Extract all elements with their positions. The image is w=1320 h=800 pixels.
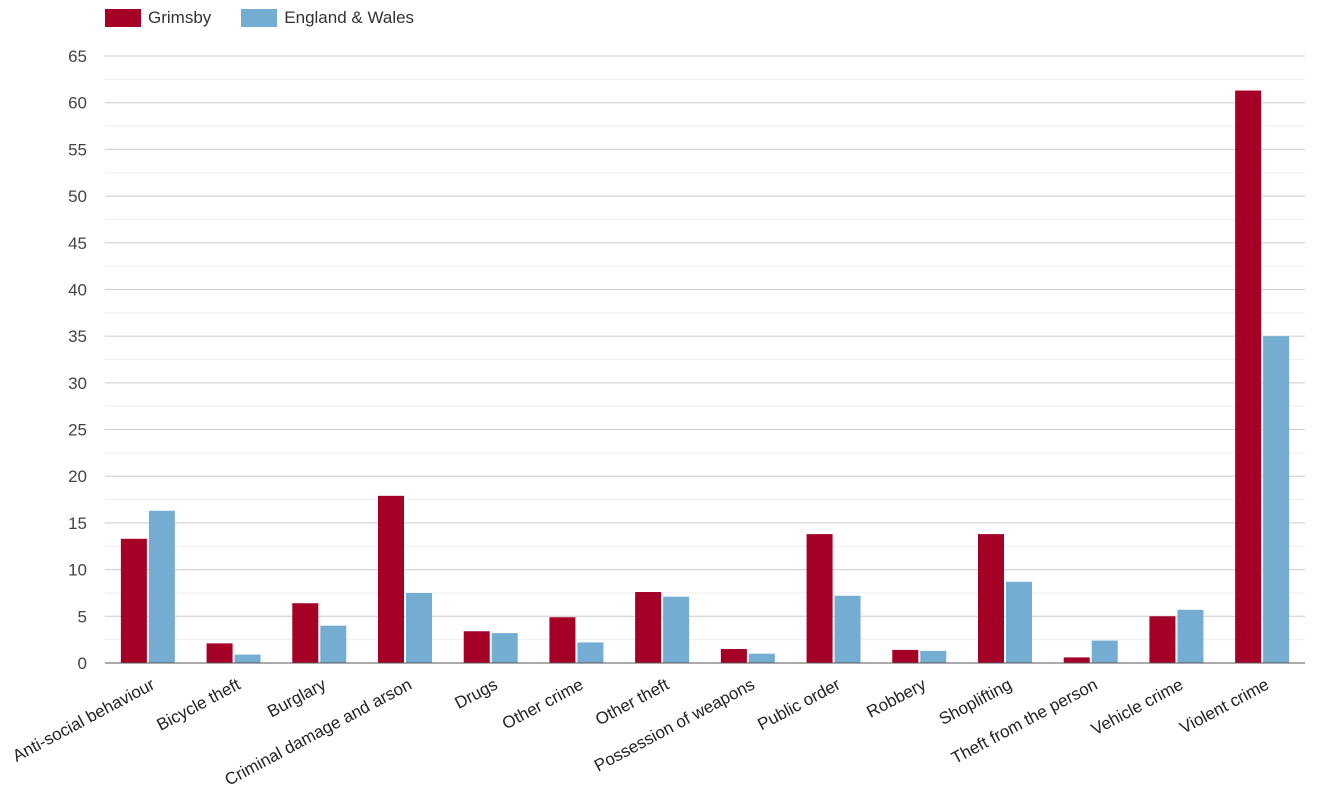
bar-england-wales: [748, 653, 775, 663]
bar-england-wales: [320, 625, 347, 663]
x-tick-label: Robbery: [864, 675, 930, 722]
legend-label-england-wales: England & Wales: [284, 8, 415, 27]
bar-grimsby: [549, 617, 576, 663]
x-tick-label: Possession of weapons: [591, 675, 758, 776]
legend-label-grimsby: Grimsby: [148, 8, 212, 27]
bar-england-wales: [491, 633, 518, 663]
legend-item-grimsby[interactable]: Grimsby: [105, 8, 211, 28]
y-tick-label: 20: [68, 467, 87, 486]
legend: Grimsby England & Wales: [105, 8, 444, 28]
bar-england-wales: [148, 510, 175, 663]
bar-grimsby: [635, 592, 662, 663]
bar-grimsby: [120, 538, 147, 663]
x-tick-label: Drugs: [452, 675, 501, 713]
legend-swatch-england-wales: [241, 9, 278, 27]
bar-england-wales: [234, 654, 261, 663]
bar-england-wales: [406, 592, 432, 663]
bar-grimsby: [1149, 616, 1176, 663]
bar-england-wales: [1263, 336, 1290, 663]
x-tick-label: Burglary: [264, 675, 329, 722]
bar-grimsby: [892, 649, 919, 663]
y-tick-label: 35: [68, 327, 87, 346]
bar-grimsby: [292, 603, 319, 663]
bar-england-wales: [663, 596, 690, 663]
y-tick-label: 65: [68, 47, 87, 66]
y-tick-label: 50: [68, 187, 87, 206]
x-tick-label: Vehicle crime: [1088, 675, 1186, 739]
y-tick-label: 60: [68, 94, 87, 113]
bar-grimsby: [806, 534, 833, 663]
bar-grimsby: [978, 534, 1004, 663]
x-tick-label: Public order: [754, 675, 843, 735]
x-tick-label: Other crime: [499, 675, 586, 733]
y-tick-label: 55: [68, 140, 87, 159]
bar-grimsby: [1063, 657, 1090, 663]
bar-england-wales: [1006, 581, 1032, 663]
y-tick-label: 5: [78, 607, 87, 626]
bar-grimsby: [1235, 90, 1262, 663]
x-tick-label: Bicycle theft: [154, 675, 244, 735]
y-tick-label: 25: [68, 421, 87, 440]
bar-grimsby: [206, 643, 233, 663]
y-tick-label: 45: [68, 234, 87, 253]
legend-item-england-wales[interactable]: England & Wales: [241, 8, 414, 28]
bar-england-wales: [1177, 609, 1204, 663]
legend-swatch-grimsby: [105, 9, 141, 27]
x-tick-label: Violent crime: [1177, 675, 1272, 738]
x-tick-label: Shoplifting: [936, 675, 1015, 729]
x-tick-label: Theft from the person: [948, 675, 1100, 768]
y-tick-label: 10: [68, 561, 87, 580]
y-tick-label: 40: [68, 280, 87, 299]
bar-england-wales: [577, 642, 604, 663]
y-tick-label: 15: [68, 514, 87, 533]
bar-england-wales: [834, 595, 861, 663]
bar-grimsby: [378, 495, 404, 663]
x-tick-label: Anti-social behaviour: [9, 675, 158, 766]
bar-grimsby: [463, 631, 490, 663]
y-tick-label: 30: [68, 374, 87, 393]
y-tick-label: 0: [78, 654, 87, 673]
bar-england-wales: [920, 650, 947, 663]
bar-grimsby: [720, 648, 747, 663]
bar-england-wales: [1091, 640, 1118, 663]
